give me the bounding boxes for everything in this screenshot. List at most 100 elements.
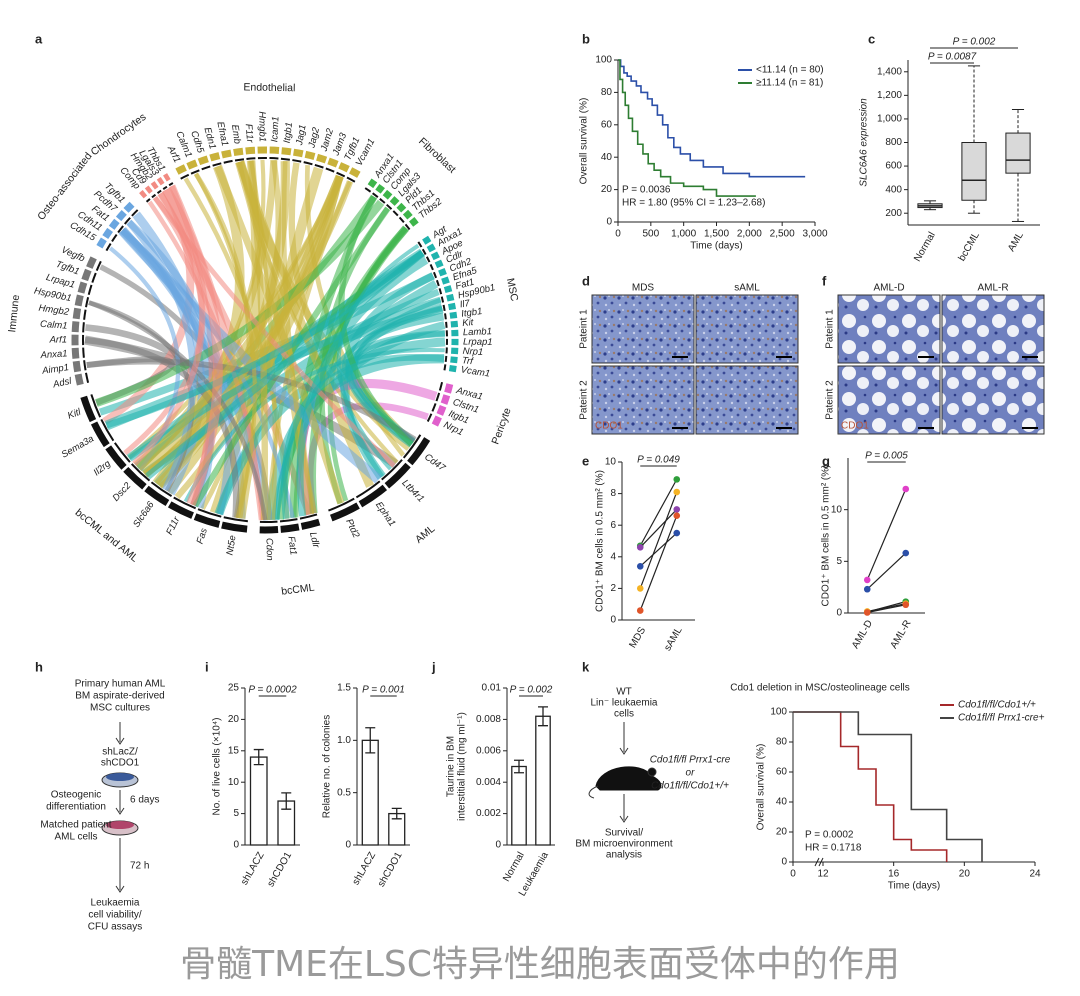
gene-tick (145, 198, 151, 203)
gene-tick (432, 271, 438, 279)
gene-label: Kitl (66, 406, 83, 421)
x-tick-label: 1,500 (704, 229, 729, 240)
gene-tick (398, 216, 405, 224)
gene-arc (426, 243, 436, 253)
gene-tick (90, 394, 102, 418)
workflow-text: AML cells (55, 832, 98, 843)
gene-tick (83, 309, 87, 320)
gene-label: Lamb1 (463, 326, 492, 338)
gene-arc (221, 149, 232, 159)
gene-arc (367, 178, 378, 189)
point (673, 529, 681, 537)
y-tick-label: 0.004 (476, 777, 501, 788)
y-axis-label: Relative no. of colonies (322, 715, 333, 818)
gene-arc (105, 445, 127, 470)
legend-label: Cdo1fl/fl Prrx1-cre+ (958, 713, 1045, 724)
micrograph (837, 294, 941, 364)
pair-line (639, 491, 678, 589)
panel-label: f (822, 273, 827, 288)
y-tick-label: 600 (885, 161, 902, 172)
gene-arc (281, 147, 292, 156)
workflow-text: Matched patient (40, 820, 111, 831)
error-bar (391, 807, 402, 820)
gene-arc (193, 513, 221, 528)
gene-arc (144, 485, 170, 507)
panel-label: e (582, 453, 589, 468)
gene-arc (74, 373, 84, 386)
micrograph (591, 365, 695, 435)
gene-tick (123, 217, 131, 225)
x-tick-label: AML-D (850, 618, 875, 650)
workflow-text: differentiation (46, 802, 106, 813)
gene-tick (346, 176, 356, 183)
gene-tick (435, 392, 441, 402)
y-tick-label: 0.5 (337, 787, 351, 798)
gene-tick (292, 159, 302, 163)
annotation: P = 0.001 (362, 685, 405, 696)
gene-tick (105, 243, 112, 252)
gene-tick (336, 171, 346, 178)
gene-tick (444, 313, 447, 320)
gene-label: Hmgb1 (256, 111, 267, 142)
y-tick-label: 0 (781, 857, 787, 868)
annotation: P = 0.002 (953, 37, 996, 48)
x-tick-label: 16 (888, 869, 900, 880)
gene-arc (448, 365, 457, 373)
y-tick-label: 40 (776, 797, 788, 808)
y-tick-label: 0 (836, 608, 842, 619)
y-tick-label: 1,000 (877, 114, 902, 125)
gene-label: Trf (461, 355, 474, 367)
survival-curve (793, 711, 948, 862)
workflow-text: Survival/ (605, 828, 644, 839)
gene-tick (190, 169, 200, 175)
gene-arc (434, 259, 444, 269)
gene-tick (443, 364, 447, 371)
workflow-text: MSC cultures (90, 703, 150, 714)
gene-tick (156, 189, 162, 194)
gene-tick (162, 185, 168, 190)
gene-tick (150, 481, 173, 498)
gene-arc (293, 148, 304, 158)
column-label: sAML (734, 283, 760, 294)
gene-tick (442, 304, 446, 312)
gene-arc (440, 394, 451, 405)
gene-label: Itgb1 (461, 306, 483, 320)
y-tick-label: 80 (601, 87, 613, 98)
gene-label: Slc6a6 (131, 499, 157, 530)
gene-arc (329, 502, 360, 522)
group-label: MSC (504, 277, 520, 303)
gene-arc (422, 235, 432, 245)
y-tick-label: 0 (606, 217, 612, 228)
x-tick-label: 3,000 (802, 229, 827, 240)
gene-tick (180, 173, 190, 180)
y-tick-label: 0.01 (482, 683, 502, 694)
gene-arc (358, 484, 388, 508)
legend-label: Cdo1fl/fl/Cdo1+/+ (958, 700, 1036, 711)
workflow-h-icons (101, 722, 139, 893)
gene-arc (86, 256, 97, 269)
micrograph (695, 294, 799, 364)
y-tick-label: 10 (228, 777, 240, 788)
error-bar (365, 727, 376, 754)
gene-label: Arf1 (49, 335, 67, 346)
gene-arc (175, 164, 187, 175)
annotation: P = 0.049 (637, 455, 680, 466)
point (673, 476, 681, 483)
chord (247, 160, 268, 521)
gene-tick (212, 162, 222, 167)
gene-arc (349, 167, 361, 178)
y-tick-label: 4 (610, 551, 616, 562)
gene-tick (223, 516, 248, 523)
chord (162, 187, 223, 506)
gene-arc (384, 462, 411, 489)
gene-label: Adsl (51, 376, 73, 391)
gene-arc (108, 218, 120, 230)
gene-label: Calm1 (40, 319, 68, 332)
gene-arc (304, 150, 316, 160)
x-tick-label: bcCML (957, 230, 983, 263)
gene-label: Epha1 (373, 500, 398, 529)
annotation: P = 0.0002 (805, 830, 854, 841)
point (673, 488, 681, 496)
gene-arc (448, 302, 457, 311)
gene-tick (100, 419, 115, 442)
